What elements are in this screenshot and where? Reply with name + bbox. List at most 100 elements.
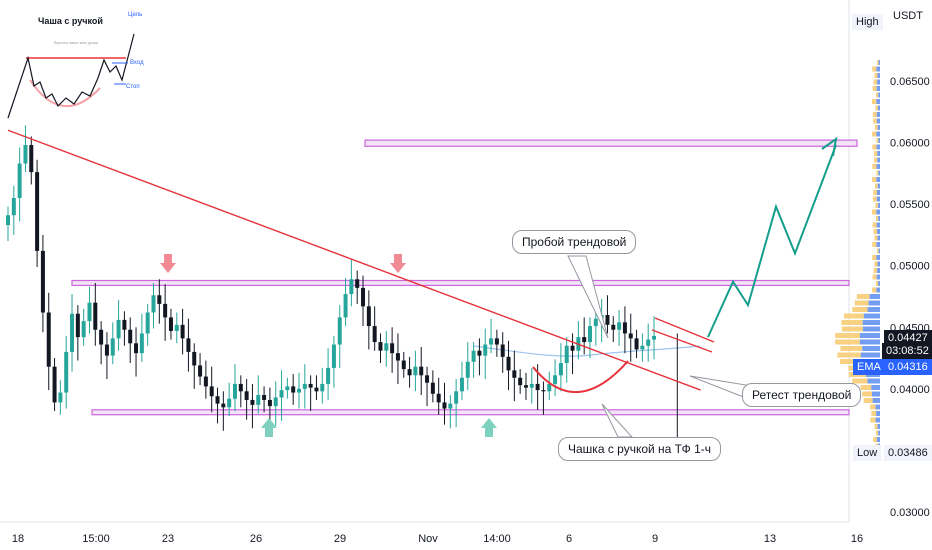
candle-body[interactable] (646, 339, 651, 346)
candle-body[interactable] (279, 390, 284, 398)
candle-body[interactable] (395, 353, 400, 361)
candle-body[interactable] (523, 385, 528, 388)
candle-body[interactable] (314, 387, 319, 392)
candle-body[interactable] (605, 314, 610, 325)
candle-body[interactable] (465, 361, 470, 378)
candle-body[interactable] (384, 343, 389, 351)
candle-body[interactable] (145, 312, 150, 334)
handle-channel-bottom[interactable] (651, 329, 713, 353)
candle-body[interactable] (40, 250, 45, 313)
candle-body[interactable] (221, 403, 226, 408)
candle-body[interactable] (46, 312, 51, 367)
candle-body[interactable] (302, 383, 307, 389)
candle-body[interactable] (570, 345, 575, 351)
candle-body[interactable] (134, 343, 139, 354)
candle-body[interactable] (227, 398, 232, 408)
candle-body[interactable] (529, 383, 534, 388)
candle-body[interactable] (634, 338, 639, 350)
candle-body[interactable] (564, 345, 569, 363)
candle-body[interactable] (506, 356, 511, 371)
candle-body[interactable] (215, 396, 220, 404)
candle-body[interactable] (628, 333, 633, 339)
descending-trendline[interactable] (7, 129, 701, 391)
candle-body[interactable] (87, 302, 92, 322)
candle-body[interactable] (256, 395, 261, 405)
candle-body[interactable] (320, 383, 325, 392)
candle-body[interactable] (413, 366, 418, 376)
candle-body[interactable] (297, 388, 301, 393)
candle-body[interactable] (168, 317, 173, 331)
candle-body[interactable] (23, 145, 28, 164)
candle-body[interactable] (291, 386, 296, 393)
candle-body[interactable] (343, 294, 348, 318)
candle-body[interactable] (244, 391, 249, 400)
candle-body[interactable] (174, 324, 179, 331)
candle-body[interactable] (192, 351, 197, 366)
candle-body[interactable] (378, 342, 383, 351)
candle-body[interactable] (163, 303, 168, 318)
candle-body[interactable] (198, 365, 203, 377)
candle-body[interactable] (355, 279, 360, 288)
price-axis[interactable] (849, 0, 932, 522)
candle-body[interactable] (454, 391, 459, 404)
candle-body[interactable] (407, 369, 412, 376)
horizontal-zone[interactable] (91, 409, 850, 416)
candle-body[interactable] (436, 393, 441, 403)
candle-body[interactable] (518, 377, 523, 386)
candle-body[interactable] (349, 279, 354, 295)
candle-body[interactable] (430, 382, 435, 394)
candle-body[interactable] (494, 338, 499, 345)
candle-body[interactable] (483, 344, 488, 356)
handle-channel-top[interactable] (654, 317, 715, 343)
candle-body[interactable] (232, 383, 237, 399)
candle-body[interactable] (547, 383, 552, 392)
candle-body[interactable] (535, 383, 540, 391)
candle-body[interactable] (326, 367, 331, 384)
candle-body[interactable] (93, 302, 98, 330)
candle-body[interactable] (186, 338, 191, 352)
candle-body[interactable] (35, 172, 40, 251)
candle-body[interactable] (512, 370, 517, 378)
horizontal-zone[interactable] (71, 279, 850, 287)
candle-body[interactable] (652, 335, 657, 340)
candle-body[interactable] (11, 197, 16, 216)
candle-body[interactable] (459, 377, 464, 392)
candle-body[interactable] (238, 383, 243, 392)
candle-body[interactable] (448, 403, 453, 409)
candle-body[interactable] (500, 344, 505, 357)
candle-body[interactable] (64, 351, 69, 393)
candle-body[interactable] (6, 215, 10, 226)
candle-body[interactable] (139, 333, 144, 354)
currency-label[interactable]: USDT (893, 10, 923, 22)
candle-body[interactable] (640, 345, 645, 350)
candle-body[interactable] (372, 326, 377, 343)
candle-body[interactable] (611, 324, 616, 330)
candle-body[interactable] (104, 344, 109, 356)
candle-body[interactable] (110, 338, 115, 356)
candle-body[interactable] (558, 362, 563, 376)
candle-body[interactable] (209, 386, 214, 397)
candle-body[interactable] (99, 329, 104, 345)
candle-body[interactable] (419, 366, 424, 376)
candle-body[interactable] (285, 386, 290, 391)
candle-body[interactable] (52, 366, 57, 403)
projection-path[interactable] (707, 144, 837, 338)
candle-body[interactable] (116, 319, 121, 339)
candle-body[interactable] (58, 392, 63, 403)
candle-body[interactable] (128, 329, 133, 344)
candle-body[interactable] (588, 326, 592, 343)
candle-body[interactable] (267, 399, 272, 407)
candle-body[interactable] (17, 163, 22, 198)
candle-body[interactable] (262, 395, 267, 400)
candle-body[interactable] (29, 145, 34, 173)
candle-body[interactable] (331, 344, 336, 368)
candle-body[interactable] (151, 295, 156, 313)
candle-body[interactable] (366, 306, 371, 327)
candle-body[interactable] (593, 318, 598, 327)
candle-body[interactable] (477, 350, 482, 356)
candle-body[interactable] (308, 383, 313, 388)
candle-body[interactable] (390, 343, 395, 354)
candle-body[interactable] (75, 313, 80, 338)
candle-body[interactable] (157, 295, 162, 304)
